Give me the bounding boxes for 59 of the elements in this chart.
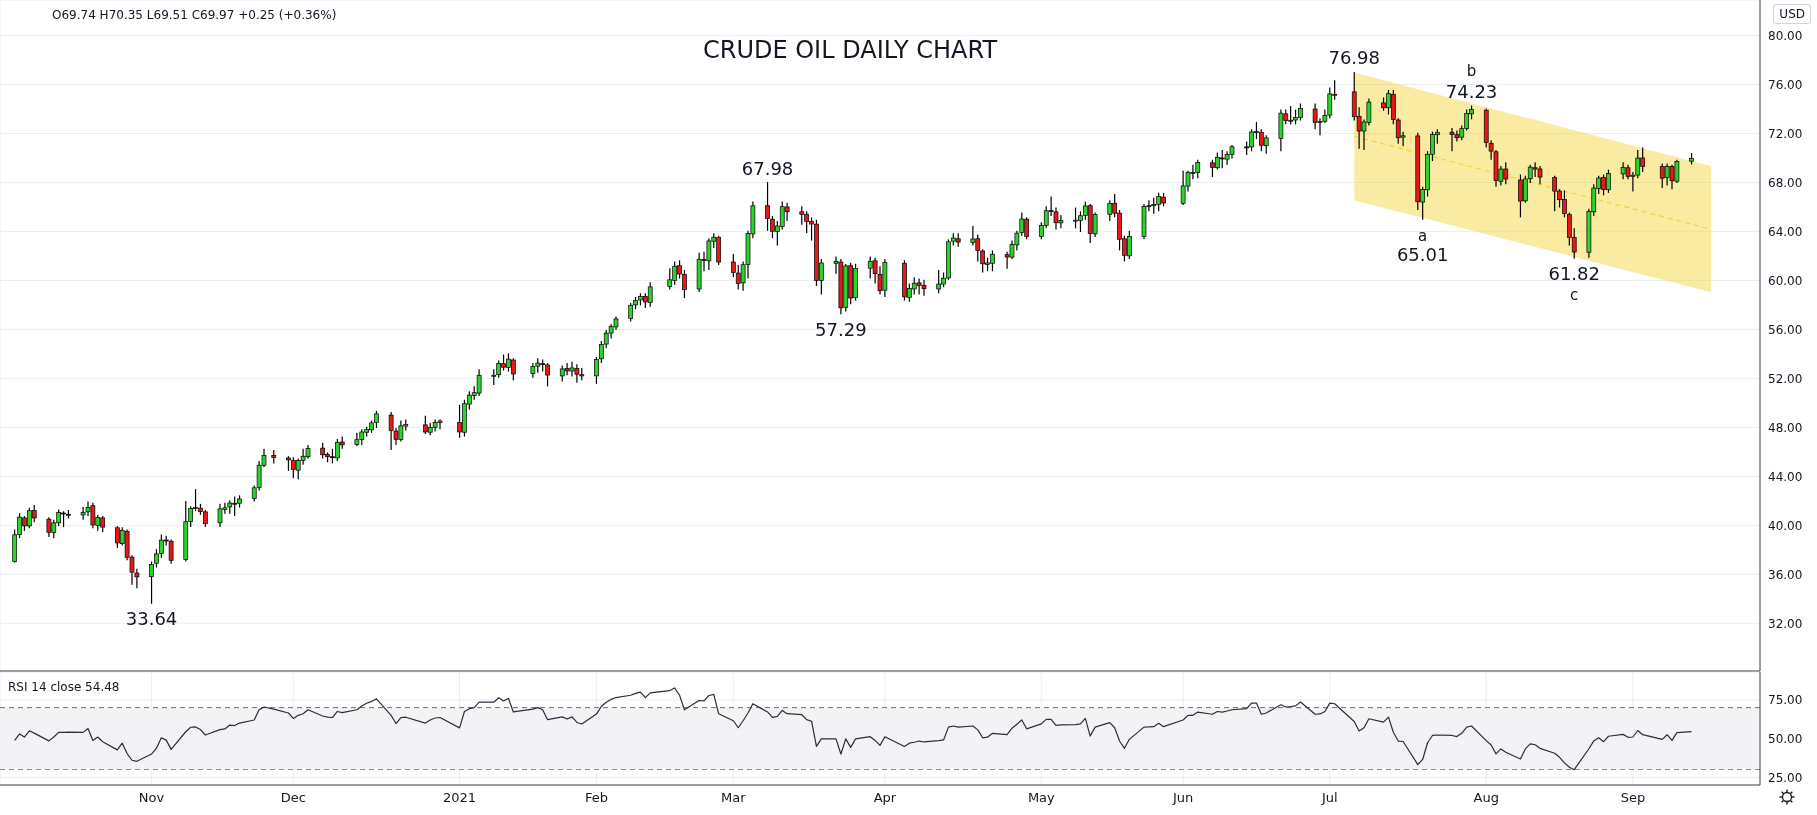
candlestick — [388, 412, 394, 450]
x-tick-label: Nov — [138, 790, 165, 806]
candlestick — [168, 539, 174, 564]
y-tick-label: 76.00 — [1768, 77, 1803, 92]
y-tick-label: 50.00 — [1768, 731, 1803, 746]
candlestick — [667, 268, 673, 290]
annotation: 57.29 — [815, 318, 867, 340]
y-tick-label: 56.00 — [1768, 322, 1803, 337]
x-tick-label: 2021 — [443, 790, 477, 806]
candlestick — [354, 432, 360, 447]
y-tick-label: 40.00 — [1768, 518, 1803, 533]
x-tick-label: May — [1027, 790, 1056, 806]
x-tick-label: Jun — [1171, 790, 1194, 806]
candlestick — [1552, 175, 1558, 212]
annotation: 67.98 — [741, 157, 794, 179]
y-tick-label: 32.00 — [1768, 616, 1803, 631]
text: RSI 14 close 54.48 — [8, 680, 120, 694]
candlestick — [765, 182, 770, 231]
x-tick-label: Jul — [1320, 790, 1338, 806]
candlestick — [936, 270, 942, 294]
annotation: 76.98 — [1328, 47, 1380, 69]
x-tick-label: Dec — [280, 790, 306, 806]
candlestick — [1107, 200, 1113, 221]
x-tick-label: Feb — [584, 790, 608, 806]
y-tick-label: 72.00 — [1768, 126, 1803, 141]
candlestick — [594, 356, 599, 384]
candlestick — [476, 369, 482, 397]
candlestick — [1659, 163, 1665, 188]
candlestick — [1126, 230, 1132, 259]
y-tick-label: 52.00 — [1768, 371, 1803, 386]
x-tick-label: Mar — [721, 790, 747, 806]
candlestick — [510, 358, 516, 381]
annotation: 33.64 — [125, 608, 178, 630]
y-tick-label: 75.00 — [1768, 693, 1803, 708]
annotation: 65.01 — [1396, 244, 1449, 266]
x-tick-label: Sep — [1620, 790, 1646, 806]
annotation: c — [1570, 286, 1579, 305]
y-tick-label: 44.00 — [1768, 469, 1803, 484]
y-tick-label: 36.00 — [1768, 567, 1803, 582]
candlestick — [149, 561, 154, 604]
x-tick-label: Aug — [1473, 790, 1499, 806]
y-tick-label: 64.00 — [1768, 224, 1803, 239]
candlestick — [647, 282, 653, 307]
annotation: a — [1418, 227, 1428, 246]
annotation: 61.82 — [1548, 263, 1600, 285]
x-tick-label: Apr — [873, 790, 897, 806]
text: USD — [1773, 4, 1811, 24]
y-tick-label: 80.00 — [1768, 28, 1803, 43]
y-tick-label: 25.00 — [1768, 770, 1803, 785]
y-tick-label: 68.00 — [1768, 175, 1803, 190]
candlestick — [1449, 127, 1455, 152]
candlestick — [46, 517, 52, 537]
annotation: O69.74 H70.35 L69.51 C69.97 +0.25 (+0.36%) — [52, 8, 337, 22]
candlestick — [1664, 163, 1670, 186]
annotation: b — [1466, 62, 1477, 81]
y-tick-label: 48.00 — [1768, 420, 1803, 435]
y-tick-label: 60.00 — [1768, 273, 1803, 288]
annotation: 74.23 — [1445, 81, 1498, 103]
text: CRUDE OIL DAILY CHART — [702, 36, 998, 64]
